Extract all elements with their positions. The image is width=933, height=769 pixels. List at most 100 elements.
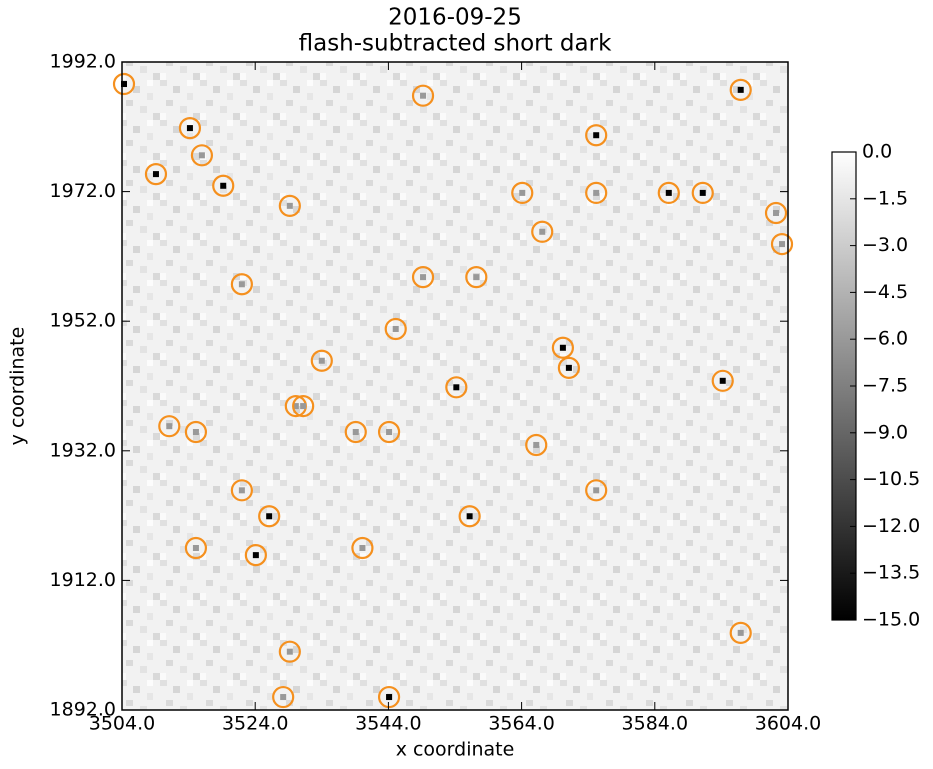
colorbar-tick-label: −3.0 bbox=[862, 234, 908, 256]
x-axis-label: x coordinate bbox=[396, 739, 515, 761]
pixel bbox=[359, 545, 366, 551]
marker-circle bbox=[525, 433, 548, 457]
marker-circle bbox=[112, 72, 136, 96]
marker-circle bbox=[711, 369, 734, 392]
colorbar-tick-label: −1.5 bbox=[862, 187, 908, 209]
pixel bbox=[198, 152, 205, 159]
pixel bbox=[166, 423, 173, 430]
marker-circle bbox=[278, 194, 301, 217]
marker-circle bbox=[278, 640, 301, 663]
pixel bbox=[286, 202, 293, 209]
marker-circle bbox=[158, 415, 181, 438]
plot-frame bbox=[121, 61, 789, 711]
marker-circle bbox=[531, 220, 554, 243]
marker-circle bbox=[729, 78, 752, 101]
marker-circle bbox=[411, 266, 435, 289]
pixel bbox=[593, 189, 600, 196]
pixel bbox=[266, 513, 273, 520]
marker-circle bbox=[691, 181, 714, 204]
chart-subtitle: flash-subtracted short dark bbox=[299, 31, 612, 57]
pixel bbox=[392, 325, 399, 332]
pixel bbox=[186, 125, 193, 132]
y-tick-label: 1932.0 bbox=[50, 439, 116, 461]
pixel bbox=[300, 403, 307, 410]
colorbar-tick-label: −15.0 bbox=[862, 609, 920, 631]
marker-circle bbox=[310, 349, 333, 372]
pixel bbox=[779, 241, 786, 248]
marker-circle bbox=[184, 420, 208, 444]
marker-circle bbox=[244, 544, 267, 567]
pixel bbox=[533, 441, 540, 448]
marker-circle bbox=[258, 505, 281, 528]
x-tick-label: 3524.0 bbox=[222, 713, 288, 735]
x-tick-label: 3504.0 bbox=[89, 713, 155, 735]
y-tick-label: 1952.0 bbox=[50, 310, 116, 332]
pixel bbox=[238, 281, 245, 288]
pixel bbox=[252, 552, 259, 559]
marker-circle bbox=[344, 420, 367, 444]
marker-circle bbox=[585, 181, 608, 204]
marker-circle bbox=[657, 181, 680, 204]
chart-title: 2016-09-25 bbox=[388, 5, 522, 31]
marker-circle bbox=[551, 336, 574, 359]
pixel bbox=[386, 429, 393, 436]
pixel bbox=[352, 429, 359, 436]
marker-circle bbox=[190, 144, 214, 167]
y-tick-label: 1972.0 bbox=[50, 180, 116, 202]
marker-circle bbox=[729, 621, 752, 644]
marker-circle bbox=[184, 536, 208, 560]
pixel bbox=[699, 189, 706, 196]
colorbar-tick-label: 0.0 bbox=[862, 141, 892, 163]
pixel bbox=[539, 228, 546, 235]
pixel bbox=[120, 81, 127, 88]
pixel bbox=[719, 377, 726, 384]
pixel bbox=[519, 189, 526, 196]
pixel bbox=[386, 694, 393, 701]
pixel bbox=[466, 513, 473, 520]
pixel bbox=[192, 429, 199, 436]
y-axis-label: y coordinate bbox=[7, 327, 29, 446]
marker-circle bbox=[557, 356, 580, 379]
marker-circle bbox=[384, 317, 407, 341]
pixel bbox=[737, 86, 744, 93]
x-tick-label: 3564.0 bbox=[488, 713, 554, 735]
colorbar-tick-label: −9.0 bbox=[862, 421, 908, 443]
pixel bbox=[420, 92, 427, 99]
marker-circle bbox=[764, 201, 788, 225]
marker-circle bbox=[585, 479, 608, 502]
pixel bbox=[420, 274, 427, 281]
marker-circle bbox=[445, 376, 468, 399]
colorbar-tick-label: −6.0 bbox=[862, 328, 908, 350]
marker-circle bbox=[377, 685, 401, 709]
pixel bbox=[220, 182, 227, 189]
x-tick-label: 3604.0 bbox=[755, 713, 821, 735]
marker-circle bbox=[770, 232, 794, 256]
marker-circle bbox=[272, 685, 295, 709]
marker-circle bbox=[377, 420, 401, 444]
colorbar-tick-label: −10.5 bbox=[862, 468, 920, 490]
y-tick-label: 1892.0 bbox=[50, 699, 116, 721]
pixel bbox=[192, 545, 199, 551]
colorbar-tick-label: −12.0 bbox=[862, 515, 920, 537]
colorbar-tick-label: −13.5 bbox=[862, 562, 920, 584]
marker-circle bbox=[411, 84, 435, 107]
colorbar-tick-label: −7.5 bbox=[862, 375, 908, 397]
marker-circle bbox=[465, 266, 488, 289]
pixel bbox=[593, 487, 600, 494]
pixel bbox=[280, 694, 287, 701]
x-tick-label: 3584.0 bbox=[622, 713, 688, 735]
marker-circle bbox=[230, 273, 253, 296]
marker-circle bbox=[511, 181, 534, 204]
pixel bbox=[473, 274, 480, 281]
pixel bbox=[737, 629, 744, 636]
x-tick-label: 3544.0 bbox=[355, 713, 421, 735]
pixel bbox=[565, 364, 572, 371]
marker-circle bbox=[351, 536, 374, 560]
marker-circle bbox=[292, 394, 315, 418]
marker-circle bbox=[212, 174, 235, 197]
pixel bbox=[559, 344, 566, 351]
marker-circle bbox=[458, 505, 481, 528]
pixel bbox=[238, 487, 245, 494]
pixel bbox=[318, 357, 325, 364]
